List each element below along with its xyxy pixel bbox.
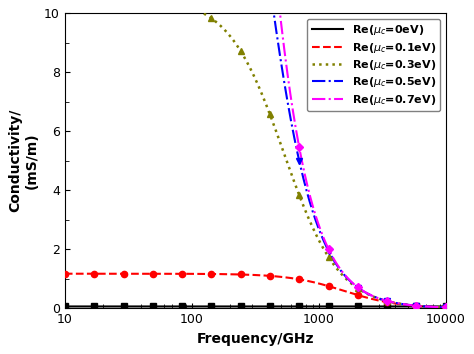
Re($\mu_c$=0eV) <box>247 304 253 309</box>
Re($\mu_c$=0.1eV) <box>247 273 253 277</box>
Re($\mu_c$=0.3eV) <box>432 305 438 309</box>
Re($\mu_c$=0.5eV) <box>362 290 368 294</box>
Re($\mu_c$=0.3eV) <box>237 48 243 52</box>
Re($\mu_c$=0.3eV) <box>247 66 253 70</box>
Line: Re($\mu_c$=0.1eV): Re($\mu_c$=0.1eV) <box>65 274 446 307</box>
Line: Re($\mu_c$=0.5eV): Re($\mu_c$=0.5eV) <box>65 0 446 307</box>
Re($\mu_c$=0.3eV) <box>362 290 368 295</box>
Re($\mu_c$=0eV) <box>443 304 448 309</box>
Re($\mu_c$=0.3eV) <box>443 305 448 309</box>
Re($\mu_c$=0.1eV) <box>62 272 68 276</box>
Legend: Re($\mu_c$=0eV), Re($\mu_c$=0.1eV), Re($\mu_c$=0.3eV), Re($\mu_c$=0.5eV), Re($\m: Re($\mu_c$=0eV), Re($\mu_c$=0.1eV), Re($… <box>307 19 440 111</box>
Re($\mu_c$=0.1eV) <box>82 272 87 276</box>
Re($\mu_c$=0.7eV) <box>443 305 448 309</box>
Re($\mu_c$=0.7eV) <box>362 290 368 294</box>
Re($\mu_c$=0.3eV) <box>432 305 438 309</box>
Re($\mu_c$=0eV) <box>82 304 87 309</box>
Re($\mu_c$=0eV) <box>62 304 68 309</box>
Re($\mu_c$=0eV) <box>237 304 243 309</box>
Re($\mu_c$=0.7eV) <box>432 305 438 309</box>
Re($\mu_c$=0eV) <box>432 304 438 309</box>
Re($\mu_c$=0eV) <box>432 304 438 309</box>
Y-axis label: Conductivity/
(mS/m): Conductivity/ (mS/m) <box>9 109 38 212</box>
Re($\mu_c$=0.5eV) <box>432 305 438 309</box>
Re($\mu_c$=0.1eV) <box>237 272 243 276</box>
Line: Re($\mu_c$=0.7eV): Re($\mu_c$=0.7eV) <box>65 0 446 307</box>
Re($\mu_c$=0.5eV) <box>443 305 448 309</box>
Re($\mu_c$=0.5eV) <box>432 305 438 309</box>
Re($\mu_c$=0.7eV) <box>432 305 438 309</box>
X-axis label: Frequency/GHz: Frequency/GHz <box>197 332 314 346</box>
Re($\mu_c$=0.1eV) <box>432 305 438 309</box>
Re($\mu_c$=0eV) <box>362 304 368 309</box>
Re($\mu_c$=0.1eV) <box>362 295 368 299</box>
Line: Re($\mu_c$=0.3eV): Re($\mu_c$=0.3eV) <box>65 0 446 307</box>
Re($\mu_c$=0.1eV) <box>443 305 448 309</box>
Re($\mu_c$=0.1eV) <box>432 305 438 309</box>
